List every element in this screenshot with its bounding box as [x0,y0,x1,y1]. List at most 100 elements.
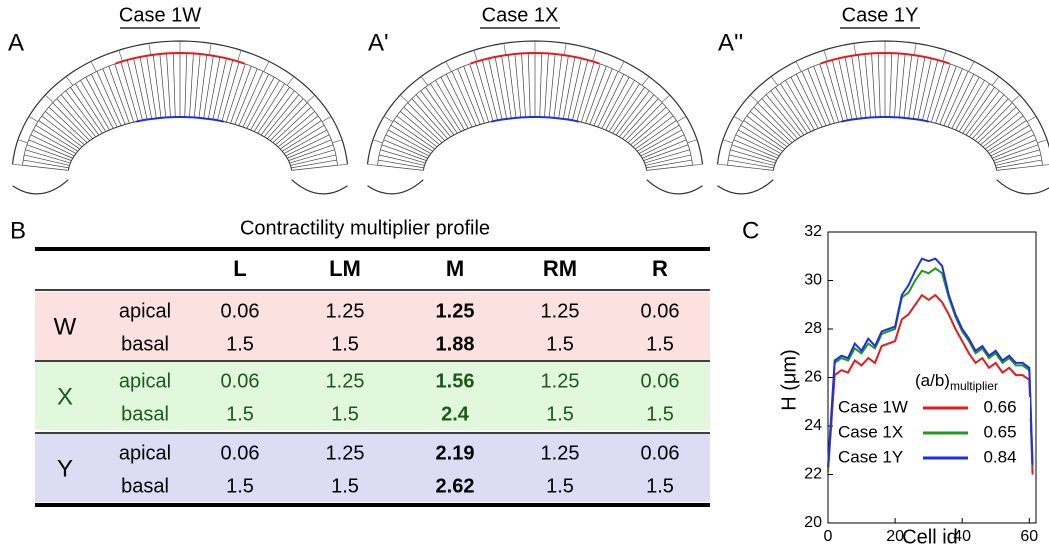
series-line [827,257,1034,468]
cell-wall [189,53,194,118]
cell-wall [731,144,777,161]
cell-wall [250,80,280,131]
cell-wall [527,53,531,118]
cell-wall [96,71,122,126]
cell-wall [922,59,939,121]
y-tick-label: 26 [804,369,822,386]
cell-wall [572,59,589,121]
tissue-end [12,179,69,195]
cell-wall [85,76,114,129]
cell-wall [399,94,409,103]
cell-wall [942,50,947,62]
cell-wall [539,53,543,118]
cell-wall [943,71,969,126]
legend-label: Case 1W [838,397,908,416]
table-value: 0.06 [641,300,680,322]
cell-wall [420,76,429,86]
table-value: 0.06 [641,442,680,464]
cell-wall [207,56,221,119]
cell-wall [430,83,462,132]
cell-wall [926,61,945,122]
y-axis-label: H (μm) [778,349,800,411]
group-label: W [54,313,77,340]
y-tick-label: 20 [804,514,822,531]
cell-wall [717,163,728,166]
cell-wall [28,116,39,122]
cell-wall [638,129,683,154]
cell-wall [159,53,167,118]
cell-wall [411,98,448,139]
cell-wall [291,159,337,169]
cell-wall [12,163,23,166]
cell-wall [643,144,689,161]
table-value: 1.5 [646,333,674,355]
cell-wall [780,83,812,132]
cell-wall [503,43,507,56]
cell-wall [70,86,103,134]
cell-wall [585,66,607,124]
cell-wall [871,53,876,118]
cell-wall [488,58,503,120]
cell-wall [23,159,69,169]
y-tick-label: 22 [804,466,822,483]
cell-wall [733,139,778,159]
table-value: 1.5 [646,403,674,425]
y-tick-label: 28 [804,320,822,337]
cell-wall [562,56,576,119]
table-value: 0.06 [221,370,260,392]
cell-wall [475,61,494,122]
cell-wall [903,54,913,118]
cell-wall [451,71,477,126]
cell-wall [692,163,703,166]
panel-title: Case 1Y [842,4,919,26]
cell-wall [396,115,438,148]
cell-wall [282,124,325,152]
legend-title: (a/b)multiplier [915,371,998,393]
cell-wall [420,90,455,136]
cell-wall [90,73,118,128]
table-value: 1.5 [331,333,359,355]
cell-wall [126,59,143,121]
cell-wall [972,98,1009,139]
cell-wall [32,129,77,154]
cell-wall [56,98,93,139]
cell-wall [234,68,258,125]
group-background [35,362,710,430]
table-value: 1.5 [331,475,359,497]
cell-wall [494,56,508,119]
cell-wall [646,159,692,169]
cell-wall [22,164,69,171]
cell-wall [877,53,881,118]
cell-wall [728,159,774,169]
cell-wall [615,90,650,136]
group-label: X [57,383,73,410]
cell-wall [65,76,74,86]
panel-title: Case 1W [119,4,201,26]
cell-wall [217,59,234,121]
table-value: 2.62 [436,475,475,497]
cell-wall [399,111,440,146]
group-background [35,434,710,502]
cell-wall [152,54,162,118]
cell-wall [601,76,630,129]
cell-wall [166,53,171,118]
cell-wall [289,149,335,164]
basal-line [136,116,224,123]
cell-wall [260,90,295,136]
cell-wall [52,102,90,141]
cell-wall [48,106,88,143]
cell-wall [622,98,659,139]
cell-wall [593,71,619,126]
cell-wall [372,139,383,144]
cell-wall [463,66,485,124]
x-tick-label: 0 [824,528,833,545]
cell-wall [632,115,674,148]
cell-wall [757,102,795,141]
cell-wall [729,154,775,166]
cell-wall [17,139,28,144]
cell-wall [995,154,1041,166]
cell-wall [60,94,96,138]
cell-wall [393,120,436,150]
series-line [827,267,1034,470]
x-axis-label: Cell id [902,526,958,548]
